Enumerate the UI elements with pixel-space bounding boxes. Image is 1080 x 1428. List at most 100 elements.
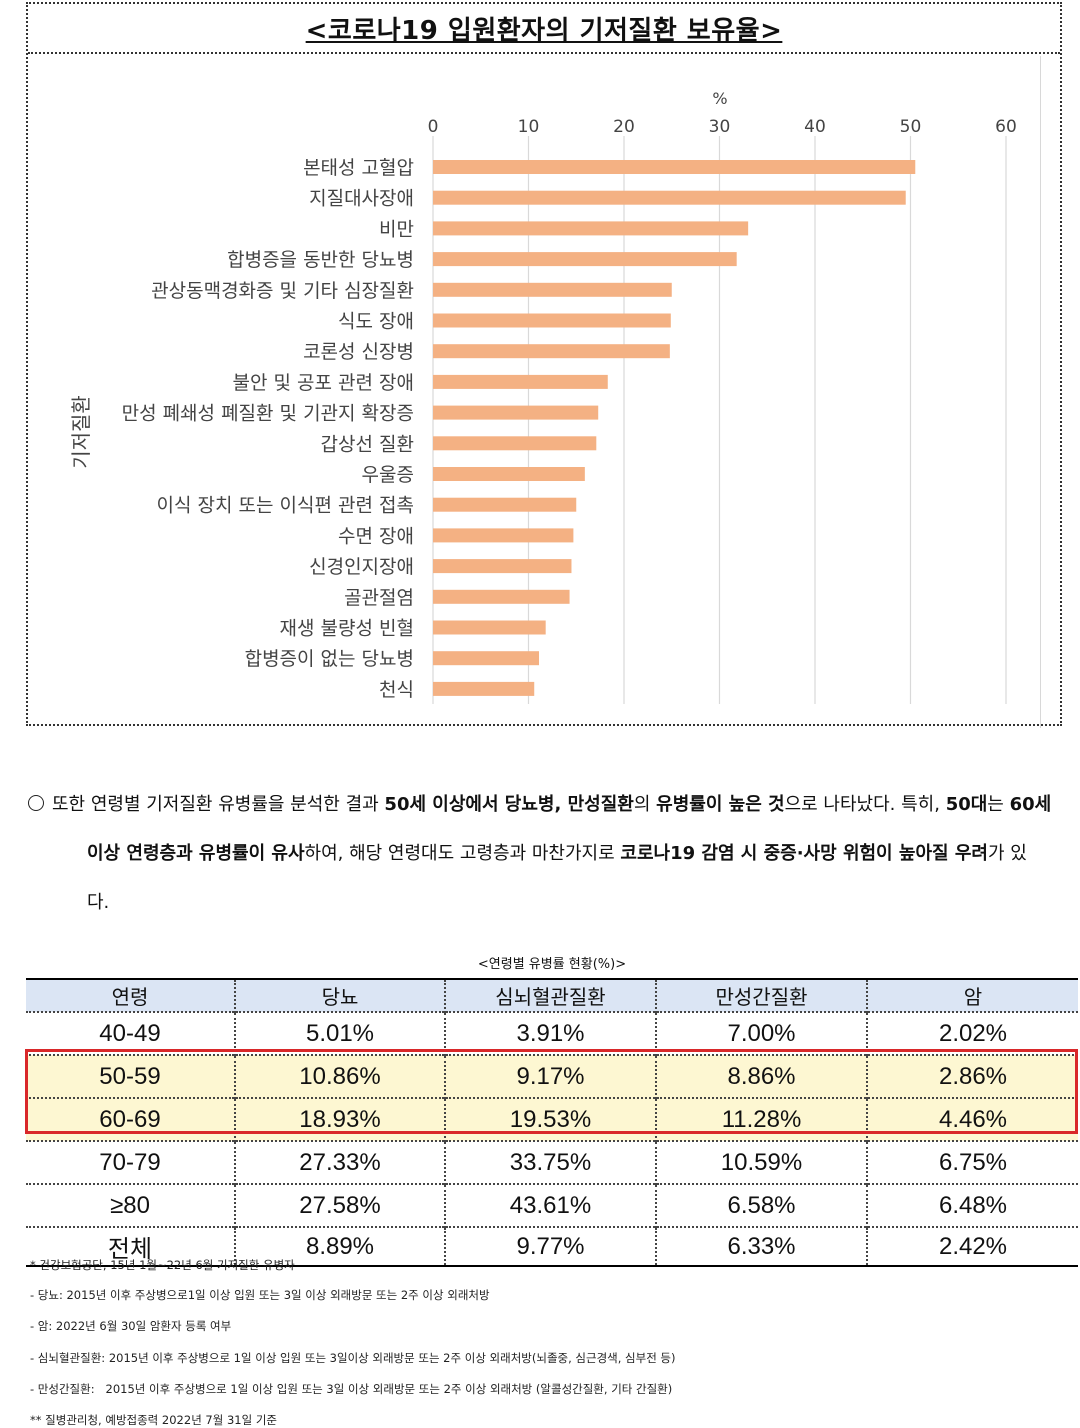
paragraph-text-segment: 60세 [1009,794,1052,815]
category-label: 갑상선 질환 [321,433,414,455]
category-label: 수면 장애 [338,525,414,547]
bar [433,620,546,635]
column-header: 당뇨 [234,978,445,1013]
table-row: 70-79 27.33% 33.75% 10.59% 6.75% [26,1140,1078,1184]
table-caption: <연령별 유병률 현황(%)> [477,957,627,972]
column-header: 심뇌혈관질환 [444,978,656,1013]
category-label: 본태성 고혈압 [303,157,414,179]
bar [433,651,540,666]
table-cell: 70-79 [26,1140,235,1184]
table-cell: 19.53% [444,1097,656,1141]
bar [433,252,737,267]
paragraph-line-2: 이상 연령층과 유병률이 유사하여, 해당 연령대도 고령층과 마찬가지로 코로… [87,843,1080,865]
category-label: 합병증이 없는 당뇨병 [245,648,414,670]
category-label: 만성 폐쇄성 폐질환 및 기관지 확장증 [122,403,414,425]
table-cell: 6.33% [655,1226,867,1267]
y-axis-label: 기저질환 [69,395,93,469]
table-cell: 6.75% [866,1140,1078,1184]
table-cell: 4.46% [866,1097,1078,1141]
table-row: 전체 8.89% 9.77% 6.33% 2.42% [26,1226,1078,1267]
table-cell: 43.61% [444,1183,656,1227]
paragraph-text-segment: 유병률이 높은 것 [656,794,785,815]
category-label: 우울증 [362,464,414,486]
table-header-row: 연령 당뇨 심뇌혈관질환 만성간질환 암 [26,978,1078,1013]
footnote: ** 질병관리청, 예방접종력 2022년 7월 31일 기준 [30,1413,278,1427]
table-cell: 6.58% [655,1183,867,1227]
table-row: ≥80 27.58% 43.61% 6.58% 6.48% [26,1183,1078,1227]
chart-title-band: <코로나19 입원환자의 기저질환 보유율> [28,4,1060,54]
bar [433,221,749,236]
category-label: 합병증을 동반한 당뇨병 [227,249,414,271]
category-label: 신경인지장애 [309,556,414,578]
paragraph-text-segment: 다. [87,892,110,913]
table-cell: 33.75% [444,1140,656,1184]
paragraph-line-1: 또한 연령별 기저질환 유병률을 분석한 결과 50세 이상에서 당뇨병, 만성… [28,794,1078,816]
table-cell: 9.17% [444,1054,656,1098]
footnote: * 건강보험공단, 15년 1월~22년 6월 기저질환 유병자 [30,1258,295,1272]
bar [433,190,906,205]
chart-frame: <코로나19 입원환자의 기저질환 보유율> 0 10 20 30 40 50 60% 기저질… [26,2,1062,728]
table-cell: 10.59% [655,1140,867,1184]
table-cell: 11.28% [655,1097,867,1141]
bar [433,497,577,512]
category-label: 이식 장치 또는 이식편 관련 접촉 [157,495,414,517]
bar [433,589,570,604]
category-label: 관상동맥경화증 및 기타 심장질환 [151,280,414,302]
bar [433,282,672,297]
column-header: 만성간질환 [655,978,867,1013]
category-label: 천식 [379,679,414,701]
footnote: - 당뇨: 2015년 이후 주상병으로1일 이상 입원 또는 3일 이상 외래… [30,1288,490,1302]
table-cell: 7.00% [655,1011,867,1055]
column-header: 암 [866,978,1078,1013]
table-row: 60-69 18.93% 19.53% 11.28% 4.46% [26,1097,1078,1141]
prevalence-table: 연령 당뇨 심뇌혈관질환 만성간질환 암 40-49 5.01% 3.91% 7.00% 2.0… [26,978,1078,1267]
table-cell: 60-69 [26,1097,235,1141]
paragraph-text-segment: 가 있 [987,843,1027,864]
bar [433,160,916,174]
table-cell: 27.33% [234,1140,445,1184]
paragraph-text-segment: 50세 이상에서 당뇨병, [384,794,568,815]
bar [433,528,574,543]
table-cell: 3.91% [444,1011,656,1055]
footnote: - 암: 2022년 6월 30일 암환자 등록 여부 [30,1319,232,1333]
table-cell: 2.02% [866,1011,1078,1055]
x-tick-label: 10 [518,117,540,137]
table-cell: 8.86% [655,1054,867,1098]
table-cell: 2.42% [866,1226,1078,1267]
x-tick-label: 40 [804,117,826,137]
category-label: 지질대사장애 [309,188,414,210]
category-label: 비만 [379,218,414,240]
x-tick-label: 60 [995,117,1017,137]
paragraph-text-segment: 50대 [945,794,988,815]
paragraph-text-segment: 코로나19 감염 시 중증·사망 위험이 높아질 우려 [620,843,988,864]
table-cell: 10.86% [234,1054,445,1098]
bar [433,681,535,696]
table-cell: 18.93% [234,1097,445,1141]
table-row: 50-59 10.86% 9.17% 8.86% 2.86% [26,1054,1078,1098]
x-axis-label: % [712,89,727,108]
table-cell: 40-49 [26,1011,235,1055]
bar [433,436,597,451]
footnote: - 심뇌혈관질환: 2015년 이후 주상병으로 1일 이상 입원 또는 3일이… [30,1351,676,1365]
paragraph-text-segment: 의 [633,794,657,815]
bar [433,344,670,359]
table-cell: 50-59 [26,1054,235,1098]
paragraph-text-segment: 으로 나타났다. 특히, [784,794,946,815]
bar [433,374,608,389]
x-tick-label: 0 [428,117,439,137]
table-cell: 27.58% [234,1183,445,1227]
category-label: 재생 불량성 빈혈 [280,618,414,640]
table-cell: 9.77% [444,1226,656,1267]
table-cell: 전체 [26,1226,235,1267]
x-tick-label: 30 [709,117,731,137]
category-label: 식도 장애 [338,311,414,333]
table-cell: 5.01% [234,1011,445,1055]
table-cell: 6.48% [866,1183,1078,1227]
bar [433,559,572,574]
category-label: 불안 및 공포 관련 장애 [233,372,414,394]
category-label: 골관절염 [344,587,414,609]
paragraph-text-segment: 는 [987,794,1010,815]
chart-title: <코로나19 입원환자의 기저질환 보유율> [305,16,783,46]
bar [433,467,585,481]
